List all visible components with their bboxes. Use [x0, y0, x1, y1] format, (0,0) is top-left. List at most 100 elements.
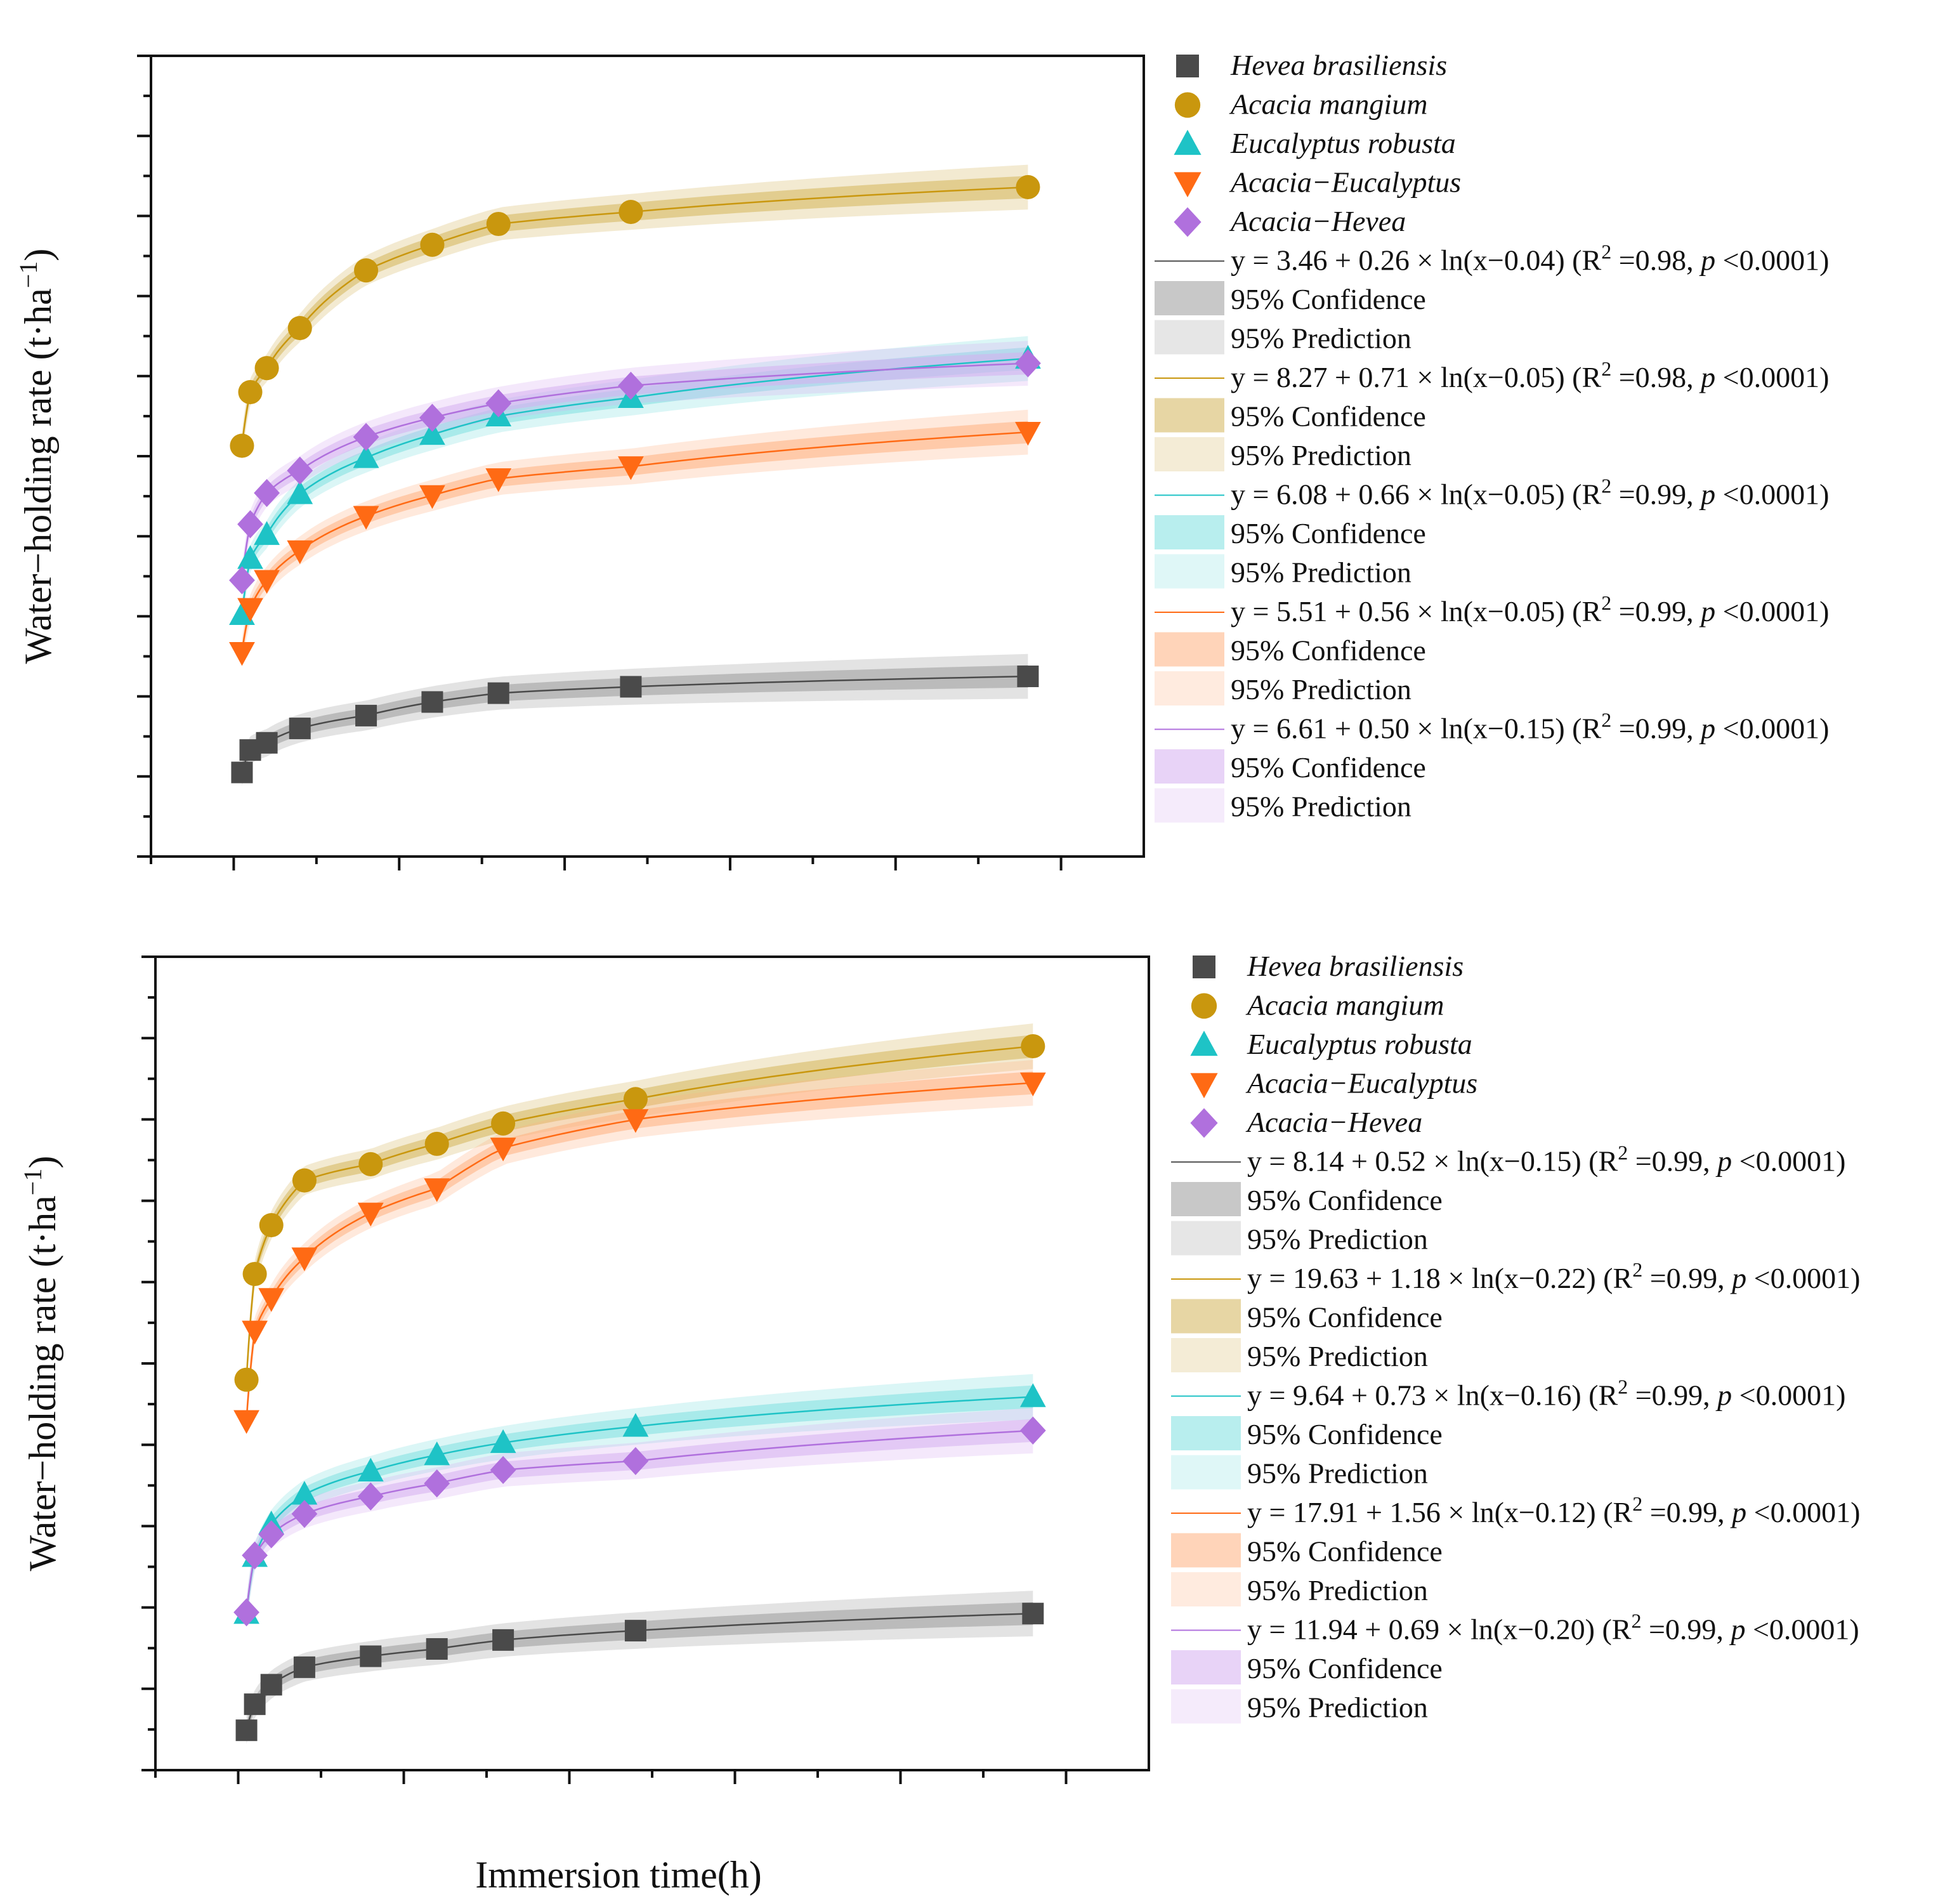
data-point [357, 1482, 384, 1511]
data-point [490, 1429, 516, 1454]
legend-prediction-label: 95% Prediction [1247, 1223, 1428, 1256]
equation-p: p [1699, 361, 1715, 393]
equation-sup: 2 [1601, 475, 1611, 497]
data-point [287, 456, 313, 485]
equation-p: p [1730, 1496, 1746, 1528]
equation-tail: <0.0001) [1715, 361, 1829, 393]
legend-confidence-label: 95% Confidence [1247, 1418, 1443, 1450]
legend-prediction-label: 95% Prediction [1247, 1340, 1428, 1372]
legend-series-name: Hevea brasiliensis [1247, 950, 1464, 982]
equation-sup: 2 [1601, 591, 1611, 614]
equation-tail: <0.0001) [1715, 712, 1829, 745]
equation-sup: 2 [1601, 709, 1611, 732]
equation-sup: 2 [1632, 1492, 1642, 1515]
data-point [419, 485, 445, 509]
legend-series-name: Acacia−Eucalyptus [1229, 166, 1461, 199]
data-point [1015, 349, 1041, 378]
data-point [623, 1087, 648, 1112]
equation-main: y = 8.27 + 0.71 × ln(x−0.05) (R [1231, 361, 1602, 393]
equation-p: p [1699, 595, 1715, 627]
data-point [618, 371, 644, 400]
data-point [258, 1288, 285, 1312]
legend-marker [1190, 1030, 1218, 1056]
data-point [237, 545, 263, 569]
data-point [291, 1481, 318, 1505]
data-point [258, 1520, 285, 1549]
data-point [424, 1131, 449, 1156]
legend-equation: y = 3.46 + 0.26 × ln(x−0.04) (R2 =0.98, … [1231, 240, 1829, 277]
data-point [293, 1656, 315, 1678]
legend-confidence-label: 95% Confidence [1231, 517, 1426, 549]
legend-marker [1193, 955, 1215, 978]
legend-confidence-label: 95% Confidence [1247, 1652, 1443, 1684]
legend-prediction-swatch [1155, 320, 1224, 355]
data-point [289, 718, 311, 740]
data-point [242, 1320, 268, 1344]
data-point [1022, 1603, 1044, 1625]
legend-prediction-label: 95% Prediction [1247, 1574, 1428, 1606]
legend-marker [1174, 92, 1201, 118]
panel-b: Water−holding rate (t·ha−1) [18, 955, 1150, 1784]
legend-confidence-swatch [1171, 1182, 1241, 1216]
legend-equation: y = 8.14 + 0.52 × ln(x−0.15) (R2 =0.99, … [1247, 1141, 1845, 1178]
legend-confidence-label: 95% Confidence [1231, 400, 1426, 433]
equation-tail: <0.0001) [1746, 1262, 1860, 1294]
equation-tail: <0.0001) [1715, 478, 1829, 511]
equation-sup: 2 [1632, 1258, 1642, 1281]
legend-equation: y = 6.08 + 0.66 × ln(x−0.05) (R2 =0.99, … [1231, 475, 1829, 511]
equation-mid: =0.98, [1611, 361, 1701, 393]
legend-confidence-label: 95% Confidence [1231, 751, 1426, 784]
data-point [490, 1138, 516, 1162]
legend-confidence-swatch [1155, 398, 1224, 433]
y-axis-title-close: ) [22, 1156, 63, 1169]
legend-prediction-label: 95% Prediction [1231, 322, 1411, 355]
data-point [231, 761, 253, 784]
data-point [259, 1213, 284, 1238]
data-point [229, 601, 255, 626]
equation-p: p [1730, 1262, 1746, 1294]
legend-series-name: Eucalyptus robusta [1230, 127, 1456, 159]
data-point [419, 421, 445, 445]
legend-marker [1174, 207, 1202, 237]
data-point [355, 704, 377, 726]
legend-prediction-label: 95% Prediction [1231, 439, 1411, 471]
legend-equation: y = 8.27 + 0.71 × ln(x−0.05) (R2 =0.98, … [1231, 357, 1829, 393]
data-point [237, 598, 263, 622]
data-point [353, 444, 379, 468]
data-point [254, 570, 280, 594]
legend-marker [1190, 1108, 1218, 1138]
equation-p: p [1715, 1145, 1732, 1178]
legend-confidence-label: 95% Confidence [1231, 283, 1426, 315]
data-point [260, 1674, 282, 1696]
data-point [491, 1111, 516, 1136]
data-point [622, 1447, 649, 1475]
data-point [235, 1719, 258, 1742]
equation-main: y = 6.61 + 0.50 × ln(x−0.15) (R [1231, 712, 1602, 745]
data-point [485, 389, 512, 417]
equation-mid: =0.99, [1642, 1262, 1732, 1294]
data-point [234, 1367, 259, 1392]
data-point [292, 1168, 317, 1193]
equation-mid: =0.99, [1611, 478, 1701, 511]
equation-p: p [1699, 244, 1715, 277]
data-point [1021, 1034, 1045, 1059]
data-point [426, 1638, 448, 1660]
y-axis-title: Water−holding rate (t·ha−1) [18, 1156, 63, 1572]
y-axis-title-main: Water−holding rate (t·ha [22, 1195, 63, 1571]
data-point [424, 1441, 450, 1466]
data-point [244, 1693, 266, 1716]
equation-main: y = 17.91 + 1.56 × ln(x−0.12) (R [1247, 1496, 1633, 1528]
legend-prediction-swatch [1171, 1338, 1241, 1372]
legend-equation: y = 17.91 + 1.56 × ln(x−0.12) (R2 =0.99,… [1247, 1492, 1860, 1528]
equation-sup: 2 [1631, 1610, 1641, 1632]
data-point [254, 356, 279, 381]
data-point [229, 642, 255, 666]
legend-prediction-swatch [1171, 1689, 1241, 1724]
equation-tail: <0.0001) [1746, 1496, 1860, 1528]
legend-confidence-label: 95% Confidence [1247, 1301, 1443, 1334]
data-point [618, 456, 644, 480]
y-axis-title: Water−holding rate (t·ha−1) [14, 249, 59, 664]
equation-main: y = 3.46 + 0.26 × ln(x−0.04) (R [1231, 244, 1602, 277]
equation-tail: <0.0001) [1745, 1613, 1859, 1646]
data-point [354, 258, 379, 283]
